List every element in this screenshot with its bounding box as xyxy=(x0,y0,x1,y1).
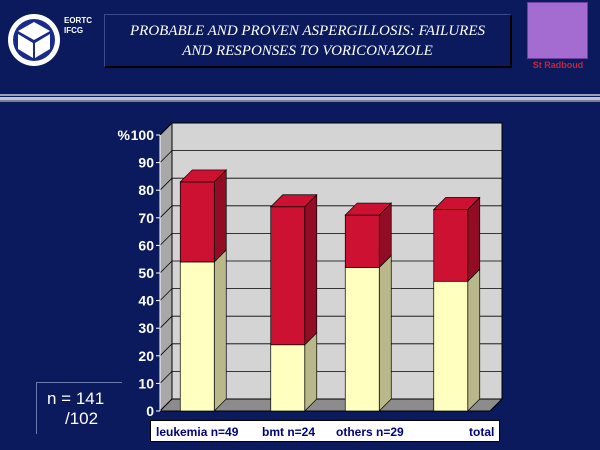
org-line-2: IFCG xyxy=(64,26,84,35)
y-axis-label: % xyxy=(118,127,131,143)
bar-top xyxy=(179,169,228,183)
plot-floor xyxy=(158,398,504,412)
bar-top xyxy=(344,202,393,216)
gridline-side xyxy=(159,371,173,384)
y-tick-label: 0 xyxy=(146,403,154,419)
bar-side xyxy=(304,193,318,346)
slide-title: PROBABLE AND PROVEN ASPERGILLOSIS: FAILU… xyxy=(118,21,498,61)
note-line-2: /102 xyxy=(65,409,99,428)
gridline-side xyxy=(159,122,173,136)
bar-segment xyxy=(270,344,306,412)
y-tick-label: 80 xyxy=(138,182,154,198)
gridline-side xyxy=(159,315,173,329)
gridline-side xyxy=(159,205,173,219)
bar-segment xyxy=(179,261,215,412)
y-tick-label: 60 xyxy=(138,237,154,253)
gridline-side xyxy=(159,150,173,163)
title-line-2: AND RESPONSES TO VORICONAZOLE xyxy=(182,42,433,59)
bar-top xyxy=(432,197,481,210)
bar-side xyxy=(467,196,481,283)
header-divider xyxy=(0,94,600,102)
y-tick-label: 40 xyxy=(138,293,154,309)
note-line-1: n = 141 xyxy=(47,389,105,408)
gridline-side xyxy=(159,288,173,301)
bar-side xyxy=(304,331,318,412)
gridline-side xyxy=(159,260,173,274)
y-tick-label: 30 xyxy=(138,320,154,336)
bar-segment xyxy=(179,181,215,263)
y-tick-label: 20 xyxy=(138,348,154,364)
eortc-logo xyxy=(8,14,60,66)
title-box: PROBABLE AND PROVEN ASPERGILLOSIS: FAILU… xyxy=(104,14,512,68)
gridline-side xyxy=(159,177,173,191)
y-tick-label: 70 xyxy=(138,210,154,226)
title-line-1: PROBABLE AND PROVEN ASPERGILLOSIS: FAILU… xyxy=(130,22,485,39)
institution-name: St Radboud xyxy=(532,60,584,70)
bar-side xyxy=(213,249,227,412)
sample-size-note: n = 141 /102 xyxy=(36,382,122,434)
bar-segment xyxy=(270,206,306,346)
category-label-strip xyxy=(150,420,500,442)
bar-top xyxy=(269,194,318,208)
bar-segment xyxy=(344,267,380,412)
bar-side xyxy=(213,169,227,263)
bar-side xyxy=(467,268,481,412)
bar-segment xyxy=(433,280,469,412)
y-tick-label: 100 xyxy=(131,127,155,143)
bar-segment xyxy=(433,209,469,282)
y-tick-label: 10 xyxy=(138,375,154,391)
org-line-1: EORTC xyxy=(64,16,92,25)
org-label: EORTC IFCG xyxy=(64,16,104,36)
institution-logo xyxy=(527,2,588,59)
bar-segment xyxy=(344,214,380,268)
gridline-side xyxy=(159,343,173,357)
gridline-side xyxy=(159,233,173,246)
bar-side xyxy=(378,254,392,412)
y-tick-label: 90 xyxy=(138,155,154,171)
y-tick-label: 50 xyxy=(138,265,154,281)
